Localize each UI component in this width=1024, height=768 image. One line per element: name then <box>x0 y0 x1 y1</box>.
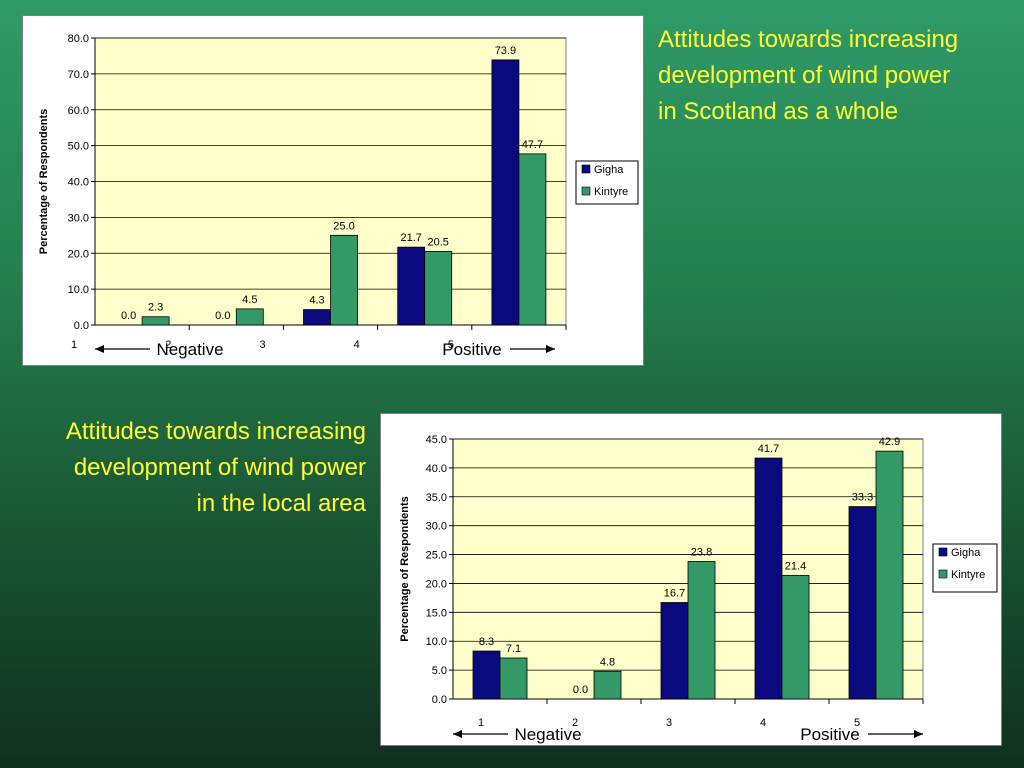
data-label: 41.7 <box>758 443 779 455</box>
legend-swatch-kintyre <box>581 186 591 196</box>
data-label: 21.4 <box>785 560 806 572</box>
negative-arrowhead <box>95 345 104 353</box>
y-tick-label: 15.0 <box>426 607 447 619</box>
data-label: 23.8 <box>691 546 712 558</box>
data-label: 0.0 <box>215 310 230 322</box>
caption-scotland-whole: Attitudes towards increasing development… <box>658 22 958 130</box>
data-label: 42.9 <box>879 436 900 448</box>
y-tick-label: 10.0 <box>426 636 447 648</box>
y-tick-label: 10.0 <box>68 284 89 296</box>
y-tick-label: 50.0 <box>68 141 89 153</box>
x-tick-label: 2 <box>165 339 171 351</box>
chart-svg-scotland: 0.010.020.030.040.050.060.070.080.0Perce… <box>38 33 639 359</box>
bar-kintyre <box>687 561 716 700</box>
legend-label: Kintyre <box>594 186 628 198</box>
chart-local-area: 0.0 5.0 10.0 15.0 20.0 25.0 30.0 35.0 40.0 45.0 Pe… <box>380 413 1002 746</box>
data-label: 8.3 <box>479 636 494 648</box>
bar-gigha <box>303 309 331 326</box>
positive-label: Positive <box>800 725 860 744</box>
positive-arrowhead <box>546 345 555 353</box>
x-tick-label: 5 <box>448 339 454 351</box>
y-tick-label: 35.0 <box>426 492 447 504</box>
negative-label: Negative <box>514 725 581 744</box>
data-label: 0.0 <box>121 310 136 322</box>
x-tick-label: 3 <box>666 717 672 729</box>
bar-gigha <box>848 506 877 700</box>
negative-label: Negative <box>156 340 223 359</box>
legend-swatch-gigha <box>581 164 591 174</box>
bar-gigha <box>472 650 501 700</box>
data-label: 0.0 <box>573 684 588 696</box>
data-label: 4.3 <box>309 295 324 307</box>
bar-gigha <box>397 246 426 326</box>
bar-gigha <box>491 59 520 326</box>
negative-arrowhead <box>453 730 462 738</box>
bar-kintyre <box>593 670 622 700</box>
chart-svg-local: 0.05.010.015.020.025.030.035.040.045.0Pe… <box>399 434 998 744</box>
y-tick-label: 30.0 <box>426 521 447 533</box>
y-tick-label: 0.0 <box>432 694 447 706</box>
data-label: 73.9 <box>495 45 516 57</box>
y-axis-title: Percentage of Respondents <box>38 109 50 254</box>
caption-line: in Scotland as a whole <box>658 98 899 125</box>
caption-line: in the local area <box>196 490 366 517</box>
x-tick-label: 5 <box>854 717 860 729</box>
y-tick-label: 60.0 <box>68 105 89 117</box>
data-label: 7.1 <box>506 643 521 655</box>
bar-kintyre <box>424 251 453 326</box>
data-label: 2.3 <box>148 302 163 314</box>
chart-scotland-whole: 0.0 10.0 20.0 30.0 40.0 50.0 60.0 70.0 80.0 Perce… <box>22 15 644 366</box>
legend-label: Kintyre <box>951 569 985 581</box>
positive-label: Positive <box>442 340 502 359</box>
caption-line: development of wind power <box>658 62 951 89</box>
y-tick-label: 25.0 <box>426 550 447 562</box>
bar-gigha <box>754 457 783 700</box>
y-tick-label: 5.0 <box>432 665 447 677</box>
bar-kintyre <box>781 574 810 700</box>
y-tick-label: 70.0 <box>68 69 89 81</box>
bar-gigha <box>660 602 689 700</box>
x-tick-label: 4 <box>354 339 360 351</box>
bar-kintyre <box>499 657 528 700</box>
x-tick-label: 1 <box>71 339 77 351</box>
data-label: 47.7 <box>522 139 543 151</box>
data-label: 4.5 <box>242 294 257 306</box>
y-tick-label: 40.0 <box>426 463 447 475</box>
data-label: 25.0 <box>333 220 354 232</box>
x-tick-label: 1 <box>478 717 484 729</box>
y-tick-label: 45.0 <box>426 434 447 446</box>
bar-kintyre <box>235 308 264 326</box>
bar-kintyre <box>141 316 170 326</box>
data-label: 33.3 <box>852 492 873 504</box>
y-tick-label: 20.0 <box>426 578 447 590</box>
y-axis-title: Percentage of Respondents <box>399 496 411 641</box>
caption-line: development of wind power <box>73 454 366 481</box>
data-label: 21.7 <box>400 232 421 244</box>
caption-line: Attitudes towards increasing <box>65 418 366 445</box>
data-label: 20.5 <box>427 236 448 248</box>
positive-arrowhead <box>914 730 923 738</box>
y-tick-label: 20.0 <box>68 248 89 260</box>
legend-swatch-gigha <box>938 547 948 557</box>
caption-local-area: Attitudes towards increasing development… <box>0 414 366 522</box>
x-tick-label: 4 <box>760 717 766 729</box>
y-tick-label: 30.0 <box>68 212 89 224</box>
data-label: 4.8 <box>600 656 615 668</box>
legend-label: Gigha <box>594 164 624 176</box>
bar-kintyre <box>330 234 358 326</box>
y-tick-label: 40.0 <box>68 177 89 189</box>
y-tick-label: 80.0 <box>68 33 89 45</box>
caption-line: Attitudes towards increasing <box>658 26 959 53</box>
legend-swatch-kintyre <box>938 569 948 579</box>
legend-label: Gigha <box>951 547 981 559</box>
data-label: 16.7 <box>664 588 685 600</box>
x-tick-label: 2 <box>572 717 578 729</box>
y-tick-label: 0.0 <box>74 320 89 332</box>
bar-kintyre <box>875 450 904 700</box>
x-tick-label: 3 <box>259 339 265 351</box>
bar-kintyre <box>518 153 547 326</box>
